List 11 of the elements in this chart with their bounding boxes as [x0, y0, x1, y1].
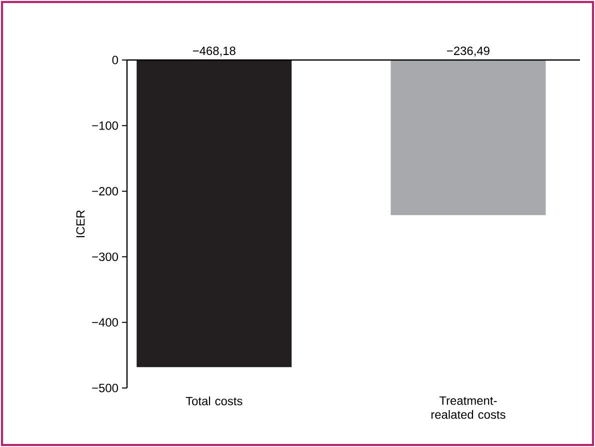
- x-tick-label: Treatment-realated costs: [431, 396, 506, 419]
- y-tick-label: −500: [92, 384, 118, 392]
- y-tick-label: 0: [112, 56, 118, 64]
- x-tick-label: Total costs: [186, 396, 242, 406]
- y-tick-label: −100: [92, 121, 118, 130]
- data-label: −468,18: [192, 46, 236, 56]
- y-axis-title: ICER: [76, 210, 85, 238]
- y-tick-label: −300: [92, 252, 118, 262]
- y-tick-label: −400: [92, 318, 118, 327]
- data-label: −236,49: [447, 46, 490, 56]
- y-tick-label: −200: [92, 186, 118, 196]
